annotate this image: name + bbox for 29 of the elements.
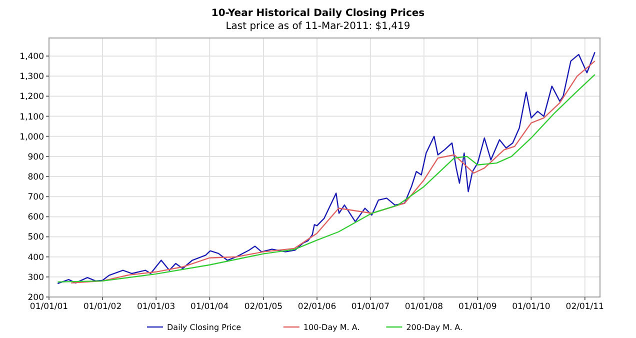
x-tick-label: 02/01/05 xyxy=(244,302,283,312)
y-tick-label: 1,200 xyxy=(20,92,44,102)
x-tick-label: 01/01/07 xyxy=(351,302,390,312)
x-tick-label: 01/01/04 xyxy=(190,302,229,312)
x-tick-label: 01/01/10 xyxy=(512,302,550,312)
legend-label: Daily Closing Price xyxy=(167,323,242,332)
y-tick-label: 1,400 xyxy=(20,52,44,62)
x-tick-label: 01/01/01 xyxy=(30,302,68,312)
y-tick-label: 1,000 xyxy=(20,132,44,142)
x-tick-label: 01/01/02 xyxy=(83,302,122,312)
y-tick-label: 700 xyxy=(28,192,44,203)
y-tick-label: 400 xyxy=(28,252,44,263)
y-tick-label: 200 xyxy=(28,292,44,303)
x-tick-label: 01/01/09 xyxy=(458,302,497,312)
x-tick-label: 01/01/08 xyxy=(404,302,444,312)
y-tick-label: 1,100 xyxy=(20,112,44,122)
y-tick-label: 1,300 xyxy=(20,72,44,82)
chart-subtitle: Last price as of 11-Mar-2011: $1,419 xyxy=(226,21,410,32)
x-tick-label: 02/01/11 xyxy=(566,302,604,312)
y-tick-label: 300 xyxy=(28,272,44,283)
y-tick-label: 500 xyxy=(28,232,44,243)
x-tick-label: 01/01/03 xyxy=(136,302,176,312)
legend-label: 100-Day M. A. xyxy=(303,323,360,332)
y-tick-label: 900 xyxy=(28,152,44,162)
y-tick-label: 800 xyxy=(28,172,44,183)
y-tick-label: 600 xyxy=(28,212,44,223)
chart-title: 10-Year Historical Daily Closing Prices xyxy=(211,8,425,19)
legend-label: 200-Day M. A. xyxy=(406,323,463,332)
x-tick-label: 02/01/06 xyxy=(298,302,336,312)
